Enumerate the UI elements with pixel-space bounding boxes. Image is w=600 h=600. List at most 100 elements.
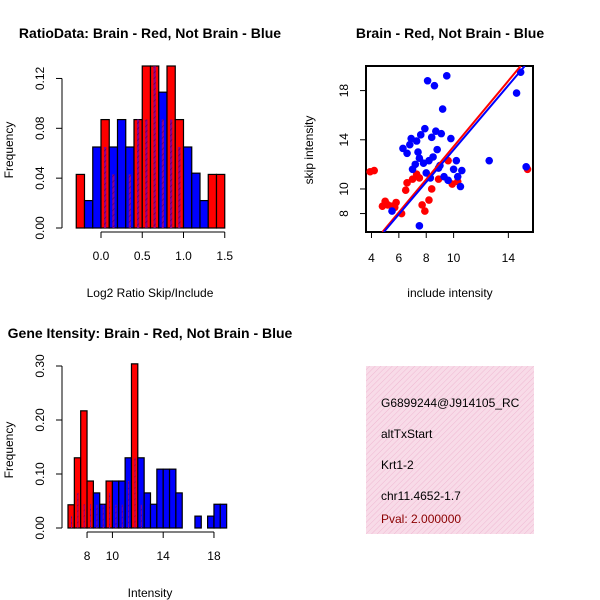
intensity-overlap-bar [90,504,92,528]
not-brain-point [433,145,441,154]
ratio-bar [199,199,209,229]
intensity-bar [213,503,221,529]
intensity-bar [143,492,152,529]
not-brain-point [512,89,521,97]
scatter-x-tick-label: 14 [502,251,516,265]
not-brain-point [415,222,424,230]
gene-name: Krt1-2 [381,458,414,472]
intensity-overlap-bar [115,504,117,528]
scatter-points [366,66,532,232]
not-brain-point [429,153,437,161]
not-brain-point [449,165,458,174]
intensity-histogram-title: Gene Itensity: Brain - Red, Not Brain - … [8,325,293,341]
ratio-overlap-bar [137,119,140,228]
genomic-location: chr11.4652-1.7 [381,489,461,503]
scatter-x-tick-label: 6 [396,251,403,265]
intensity-bar [219,503,228,529]
intensity-overlap-bar [121,504,123,528]
info-panel-background [366,366,534,534]
ratio-overlap-bar [128,174,131,228]
probe-id: G6899244@J914105_RC [381,396,520,410]
ratio-bar [182,146,193,229]
ratio-overlap-bar [161,119,164,228]
intensity-histogram-axes: 8 10 14 18 0.00 0.10 0.20 0.30 [33,354,221,563]
not-brain-point [388,207,396,215]
ratio-bar [83,199,94,229]
ratio-bar [75,173,86,229]
ratio-histogram-title: RatioData: Brain - Red, Not Brain - Blue [19,25,281,41]
intensity-overlap-bar [83,504,85,528]
brain-point [401,186,410,194]
intensity-overlap-bar [128,481,130,528]
ratio-bar [116,118,127,229]
brain-point [392,198,400,207]
not-brain-point [427,133,436,142]
ratio-x-tick-label: 1.0 [175,249,192,263]
intensity-x-tick-label: 10 [106,549,120,563]
not-brain-point [416,131,425,139]
intensity-bar [207,515,215,529]
intensity-y-tick-label: 0.10 [33,462,47,486]
brain-point [403,179,411,187]
not-brain-point [421,124,429,133]
intensity-histogram-ylabel: Frequency [2,422,16,479]
scatter-y-tick-label: 18 [337,84,351,98]
not-brain-point [447,134,455,143]
intensity-bar [168,468,177,529]
not-brain-point [437,129,446,138]
intensity-overlap-bar [96,504,98,528]
not-brain-point [412,137,421,145]
ratio-bar [92,146,102,229]
scatter-x-tick-label: 10 [447,251,461,265]
ratio-overlap-bar [145,119,148,228]
not-brain-point [423,76,432,85]
ratio-bar [215,173,226,229]
intensity-overlap-bar [134,457,136,528]
ratio-y-tick-label: 0.08 [33,116,47,140]
intensity-overlap-bar [77,492,79,528]
ratio-bar [191,172,201,229]
not-brain-point [438,105,447,113]
intensity-x-tick-label: 18 [207,549,221,563]
scatter-ylabel: skip intensity [302,116,316,185]
not-brain-point [406,140,414,149]
ratio-histogram-ylabel: Frequency [2,122,16,179]
intensity-bar [194,515,202,529]
ratio-histogram-axes: 0.0 0.5 1.0 1.5 0.00 0.04 0.08 0.12 [33,66,233,263]
intensity-overlap-bar [109,492,111,528]
intensity-bar [175,492,183,529]
scatter-x-tick-label: 4 [368,251,375,265]
not-brain-point [522,163,530,171]
p-value: Pval: 2.000000 [381,512,461,526]
brain-point [427,185,436,193]
not-brain-point [456,182,465,191]
intensity-bar [162,468,171,529]
intensity-histogram-bars [67,363,228,529]
intensity-bar [156,468,164,529]
intensity-y-tick-label: 0.00 [33,516,47,540]
scatter-y-tick-label: 10 [337,182,351,196]
scatter-y-tick-label: 14 [337,133,351,147]
event-type: altTxStart [381,427,433,441]
intensity-overlap-bar [140,504,142,528]
intensity-histogram-xlabel: Intensity [128,586,173,600]
ratio-overlap-bar [178,147,181,228]
brain-point [370,166,379,175]
ratio-x-tick-label: 0.5 [134,249,151,263]
brain-point [415,174,424,182]
brain-point [421,207,429,215]
intensity-y-tick-label: 0.30 [33,354,47,378]
intensity-bar [149,503,158,529]
ratio-x-tick-label: 0.0 [93,249,110,263]
ratio-x-tick-label: 1.5 [216,249,233,263]
ratio-bar [207,173,218,229]
scatter-axes: 4 6 8 10 14 8 10 14 18 [337,84,515,265]
not-brain-point [453,172,462,181]
info-panel: G6899244@J914105_RC altTxStart Krt1-2 ch… [366,366,534,534]
scatter-plot-area [366,66,532,232]
intensity-x-tick-label: 8 [84,549,91,563]
ratio-y-tick-label: 0.12 [33,66,47,90]
ratio-histogram: RatioData: Brain - Red, Not Brain - Blue… [2,25,281,300]
not-brain-fit-line [383,66,526,232]
ratio-y-tick-label: 0.00 [33,216,47,240]
